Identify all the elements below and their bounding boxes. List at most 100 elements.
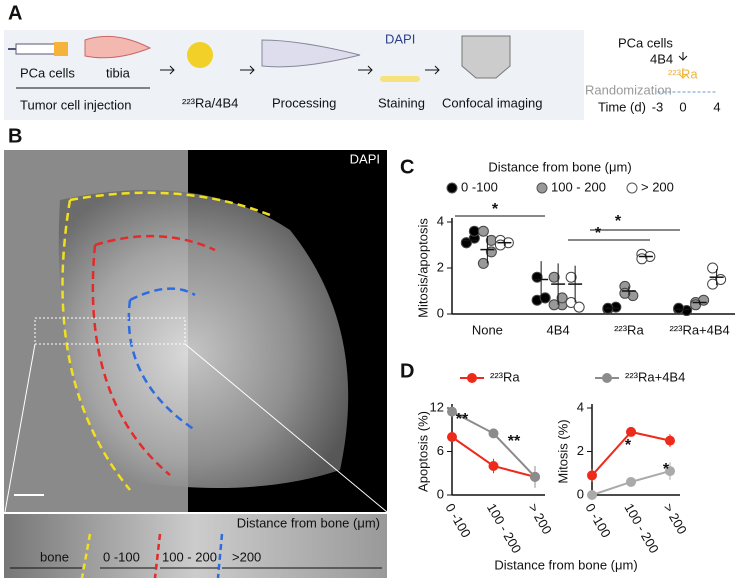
x-tick-label: 0 -100 <box>442 501 473 540</box>
significance: * <box>492 201 499 218</box>
x-tick-label: 100 - 200 <box>621 501 661 556</box>
inset-image <box>4 514 387 578</box>
data-point <box>477 225 489 237</box>
y-tick-label: 2 <box>577 443 584 458</box>
data-point <box>477 257 489 269</box>
data-point <box>587 470 597 481</box>
border-red <box>91 234 216 476</box>
data-point <box>447 432 457 442</box>
panel-label: D <box>400 360 414 382</box>
zone-label: >200 <box>232 549 261 564</box>
x-tick-label: ²²³Ra+4B4 <box>669 322 729 337</box>
step-label: Confocal imaging <box>442 95 542 110</box>
y-tick-label: 2 <box>437 259 444 274</box>
data-point <box>707 262 719 274</box>
data-point <box>488 428 499 439</box>
data-point <box>626 426 636 437</box>
panel-label: B <box>8 125 22 147</box>
data-point <box>587 490 597 500</box>
data-point <box>665 435 675 446</box>
step-label: Staining <box>378 95 425 110</box>
y-tick-label: 4 <box>577 399 584 414</box>
significance: * <box>625 437 632 454</box>
border-red <box>153 533 162 578</box>
legend-marker <box>467 373 477 383</box>
x-tick-label: ²²³Ra <box>614 322 644 337</box>
timeline-label: Randomization <box>585 82 672 97</box>
arrow <box>240 65 255 75</box>
y-tick-label: 12 <box>430 399 444 414</box>
arrow <box>678 52 688 61</box>
data-point <box>565 271 577 283</box>
data-point <box>707 278 719 290</box>
timeline-tick: 0 <box>679 99 686 114</box>
border-blue <box>216 533 224 578</box>
arrow <box>358 65 373 75</box>
panel-label: A <box>8 2 22 24</box>
significance: ** <box>456 411 469 428</box>
data-point <box>665 466 675 477</box>
cells-label: PCa cells <box>20 65 75 80</box>
y-tick-label: 4 <box>437 213 444 228</box>
significance: * <box>615 213 622 230</box>
step-label: Tumor cell injection <box>20 97 132 112</box>
data-point <box>530 471 540 482</box>
significance: * <box>663 461 670 478</box>
significance: ** <box>508 433 521 450</box>
data-point <box>488 461 499 471</box>
x-tick-label: > 200 <box>660 501 689 537</box>
legend-title: Distance from bone (μm) <box>488 159 631 174</box>
timeline-label: Time (d) <box>598 99 646 114</box>
legend-label: 0 -100 <box>461 179 498 194</box>
tibia-shape <box>84 35 152 59</box>
legend-label: ²²³Ra <box>490 369 520 384</box>
y-axis-label: Mitosis (%) <box>555 419 570 483</box>
timeline-tick: 4 <box>713 99 720 114</box>
legend-marker <box>536 182 548 194</box>
data-point <box>573 301 585 313</box>
timeline-tick: -3 <box>652 99 664 114</box>
border-yellow <box>80 533 92 578</box>
arrow <box>425 65 440 75</box>
zoom-line <box>184 343 388 513</box>
tibia-label: tibia <box>106 65 131 80</box>
y-axis-label: Apoptosis (%) <box>415 411 430 492</box>
y-axis-label: Mitosis/apoptosis <box>415 218 430 318</box>
x-tick-label: None <box>472 322 503 337</box>
data-point <box>539 292 551 304</box>
zone-label: bone <box>40 549 69 564</box>
legend-marker <box>602 373 612 383</box>
step-label: Processing <box>272 95 336 110</box>
tissue <box>58 190 349 488</box>
legend-marker <box>626 182 638 194</box>
step-label: ²²³Ra/4B4 <box>182 95 238 110</box>
syringe <box>8 42 68 56</box>
panel-label: C <box>400 156 414 178</box>
border-yellow <box>61 191 271 491</box>
zone-label: 0 -100 <box>103 549 140 564</box>
slide-icon <box>380 76 420 82</box>
zoom-line <box>4 343 36 513</box>
microscope-icon <box>461 35 511 79</box>
significance: * <box>595 225 602 242</box>
data-point <box>548 299 560 311</box>
timeline-label: 4B4 <box>650 51 673 66</box>
arrow <box>160 65 175 75</box>
arrow <box>678 68 688 79</box>
legend-label: ²²³Ra+4B4 <box>625 369 685 384</box>
data-point <box>626 476 636 487</box>
radiation-icon <box>187 42 213 68</box>
legend-label: 100 - 200 <box>551 179 606 194</box>
x-axis-label: Distance from bone (μm) <box>494 557 637 572</box>
y-tick-label: 0 <box>437 305 444 320</box>
zone-label: 100 - 200 <box>162 549 217 564</box>
stain-label: DAPI <box>350 151 380 166</box>
x-tick-label: > 200 <box>525 501 554 537</box>
data-point <box>548 271 560 283</box>
legend-marker <box>446 182 458 194</box>
x-tick-label: 100 - 200 <box>484 501 524 556</box>
y-tick-label: 6 <box>437 443 444 458</box>
data-point <box>556 292 568 304</box>
timeline-label: PCa cells <box>618 35 673 50</box>
